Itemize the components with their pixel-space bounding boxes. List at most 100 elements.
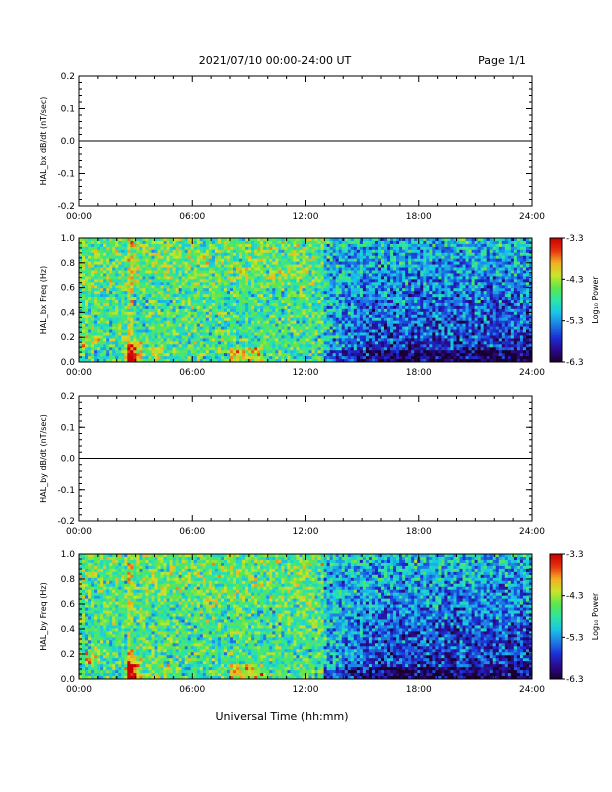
spectrogram-cell [136, 252, 140, 257]
spectrogram-cell [350, 267, 355, 271]
spectrogram-cell [169, 267, 174, 271]
spectrogram-cell [178, 353, 183, 357]
spectrogram-cell [329, 267, 334, 271]
spectrogram-cell [166, 329, 170, 333]
spectrogram-cell [130, 320, 134, 325]
spectrogram-cell [350, 338, 355, 342]
spectrogram-cell [226, 359, 231, 363]
spectrogram-cell [362, 344, 367, 348]
spectrogram-cell [323, 338, 328, 342]
spectrogram-cell [178, 305, 183, 310]
spectrogram-cell [329, 302, 334, 307]
spectrogram-cell [124, 326, 128, 330]
spectrogram-cell [220, 273, 225, 277]
spectrogram-cell [230, 267, 234, 271]
spectrogram-cell [314, 335, 318, 339]
spectrogram-cell [139, 359, 143, 363]
spectrogram-cell [302, 261, 306, 265]
spectrogram-cell [199, 317, 204, 322]
spectrogram-cell [124, 350, 128, 354]
spectrogram-cell [365, 288, 370, 292]
spectrogram-cell [130, 291, 134, 295]
spectrogram-cell [169, 276, 174, 280]
spectrogram-cell [115, 270, 119, 274]
spectrogram-cell [148, 317, 152, 322]
spectrogram-cell [85, 317, 89, 322]
spectrogram-cell [172, 288, 177, 292]
spectrogram-cell [248, 288, 252, 292]
spectrogram-cell [145, 332, 149, 336]
spectrogram-cell [136, 255, 140, 260]
spectrogram-cell [399, 288, 403, 292]
spectrogram-cell [91, 240, 95, 245]
spectrogram-cell [356, 261, 361, 265]
spectrogram-cell [196, 300, 201, 304]
spectrogram-cell [166, 279, 170, 283]
spectrogram-cell [423, 258, 427, 263]
spectrogram-cell [356, 332, 361, 336]
spectrogram-cell [91, 270, 95, 274]
spectrogram-cell [82, 258, 86, 263]
spectrogram-cell [124, 347, 128, 351]
spectrogram-cell [417, 297, 421, 301]
spectrogram-cell [269, 267, 273, 271]
spectrogram-cell [320, 276, 325, 280]
spectrogram-cell [145, 282, 149, 286]
spectrogram-cell [169, 302, 174, 307]
spectrogram-cell [371, 332, 376, 336]
spectrogram-cell [411, 332, 415, 336]
spectrogram-cell [245, 255, 249, 260]
spectrogram-cell [338, 261, 343, 265]
spectrogram-cell [408, 261, 412, 265]
spectrogram-cell [368, 240, 373, 245]
spectrogram-cell [130, 267, 134, 271]
spectrogram-cell [220, 285, 225, 289]
spectrogram-cell [335, 240, 340, 245]
spectrogram-cell [335, 255, 340, 260]
spectrogram-cell [100, 276, 104, 280]
spectrogram-cell [181, 323, 186, 327]
spectrogram-cell [118, 240, 122, 245]
spectrogram-cell [196, 291, 201, 295]
spectrogram-cell [79, 338, 83, 342]
spectrogram-cell [169, 282, 174, 286]
spectrogram-cell [205, 350, 210, 354]
spectrogram-cell [242, 326, 246, 330]
spectrogram-cell [145, 300, 149, 304]
spectrogram-cell [124, 311, 128, 316]
spectrogram-cell [423, 353, 427, 357]
spectrogram-cell [299, 332, 303, 336]
spectrogram-cell [163, 264, 167, 268]
spectrogram-cell [387, 291, 391, 295]
spectrogram-cell [405, 341, 409, 345]
spectrogram-cell [208, 279, 213, 283]
spectrogram-cell [323, 246, 328, 251]
spectrogram-cell [205, 270, 210, 274]
spectrogram-cell [236, 297, 240, 301]
spectrogram-cell [368, 350, 373, 354]
spectrogram-cell [417, 276, 421, 280]
spectrogram-cell [239, 332, 243, 336]
spectrogram-cell [263, 279, 267, 283]
spectrogram-cell [365, 320, 370, 325]
spectrogram-cell [196, 297, 201, 301]
spectrogram-cell [414, 240, 418, 245]
spectrogram-cell [115, 302, 119, 307]
spectrogram-cell [139, 308, 143, 313]
spectrogram-cell [217, 267, 222, 271]
spectrogram-cell [314, 238, 318, 242]
spectrogram-cell [190, 332, 195, 336]
spectrogram-cell [257, 267, 261, 271]
spectrogram-cell [91, 302, 95, 307]
spectrogram-cell [157, 258, 161, 263]
spectrogram-cell [377, 300, 382, 304]
spectrogram-cell [163, 285, 167, 289]
spectrogram-cell [181, 249, 186, 254]
spectrogram-cell [287, 276, 291, 280]
spectrogram-cell [202, 356, 207, 360]
spectrogram-cell [220, 282, 225, 286]
spectrogram-cell [199, 273, 204, 277]
spectrogram-cell [317, 347, 321, 351]
spectrogram-cell [226, 326, 231, 330]
spectrogram-cell [344, 291, 349, 295]
